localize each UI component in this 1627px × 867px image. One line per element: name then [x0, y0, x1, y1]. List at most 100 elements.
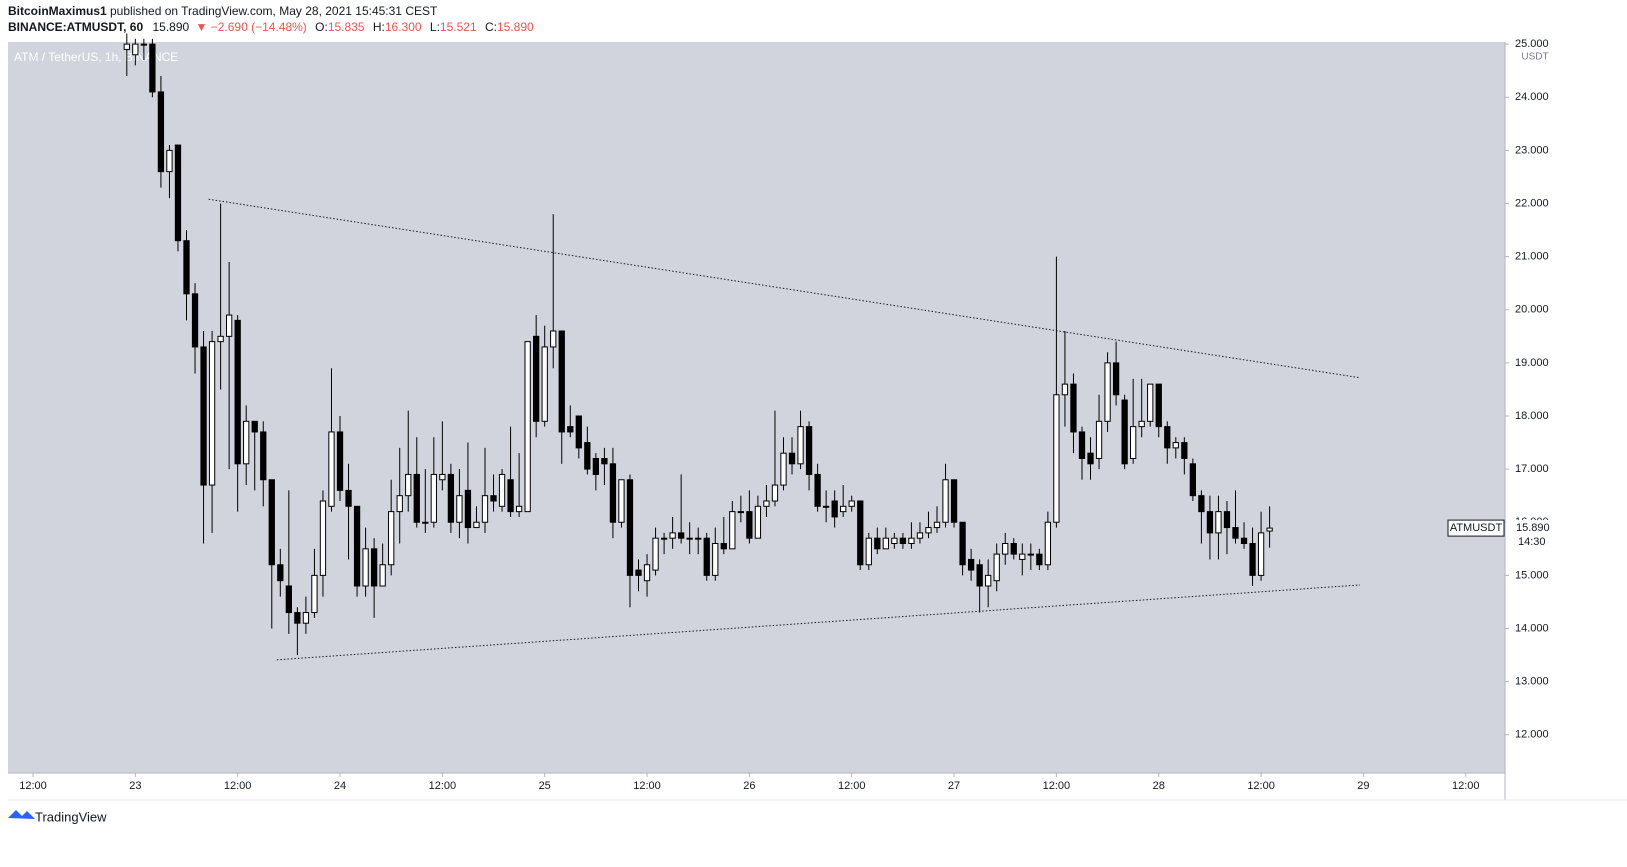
candle-body — [575, 415, 582, 449]
candle-body — [712, 543, 719, 576]
candle-body — [1070, 383, 1077, 433]
logo — [8, 810, 35, 819]
candle-body — [379, 564, 386, 587]
x-tick-label: 28 — [1153, 780, 1165, 792]
candle-body — [814, 473, 821, 507]
candle-body — [660, 537, 668, 540]
candle-body — [550, 330, 557, 348]
candle-body — [1215, 511, 1222, 534]
candle-body — [1010, 543, 1017, 555]
candle-body — [174, 144, 182, 242]
candle-body — [746, 511, 753, 539]
candle-body — [1121, 399, 1128, 465]
candle-body — [967, 558, 975, 571]
countdown: 14:30 — [1518, 536, 1546, 548]
candle-body — [993, 553, 1000, 582]
candle-body — [123, 43, 130, 50]
last-price-name-box — [1447, 519, 1505, 537]
candle-body — [183, 240, 190, 295]
candle-body — [353, 505, 361, 587]
candle-body — [1198, 495, 1205, 513]
candle-body — [788, 452, 796, 465]
y-tick-label: 13.000 — [1515, 676, 1549, 688]
candle-body — [345, 489, 352, 507]
candle-body — [609, 463, 617, 523]
last-price-name: ATMUSDT — [1450, 522, 1503, 534]
candle-body — [882, 537, 889, 550]
candle-body — [754, 505, 762, 539]
candle-body — [208, 341, 216, 486]
x-tick-label: 12:00 — [19, 780, 47, 792]
x-tick-label: 27 — [948, 780, 960, 792]
candle-body — [388, 511, 395, 566]
candle-body — [959, 521, 966, 566]
candle-body — [763, 500, 770, 507]
y-tick-label: 17.000 — [1515, 463, 1549, 475]
candle-body — [635, 569, 642, 576]
l: 15.521 — [440, 20, 477, 34]
candle-body — [1002, 543, 1009, 555]
candle-body — [848, 500, 855, 507]
candle-body — [1112, 362, 1120, 396]
candle-body — [260, 431, 267, 481]
x-tick-label: 12:00 — [1452, 780, 1480, 792]
candle-body — [831, 500, 838, 518]
candle-body — [490, 495, 497, 502]
candle-body — [1206, 511, 1214, 534]
y-tick-label: 25.000 — [1515, 38, 1549, 50]
y-unit: USDT — [1521, 52, 1548, 63]
trendline — [276, 584, 1361, 661]
brand: TradingView — [35, 809, 107, 824]
candle-body — [1104, 362, 1111, 422]
last-price-label: 15.890 — [1516, 522, 1550, 534]
candle-body — [1232, 527, 1239, 539]
candle-body — [225, 314, 233, 337]
candle-body — [643, 564, 651, 582]
change: ▼ −2.690 (−14.48%) — [196, 20, 307, 34]
candle-body — [976, 564, 983, 587]
candle-body — [1147, 383, 1154, 422]
candle-body — [916, 532, 924, 539]
y-tick-label: 19.000 — [1515, 357, 1549, 369]
candle-body — [865, 537, 872, 566]
l-label: L: — [430, 20, 440, 34]
candle-body — [771, 484, 779, 502]
x-tick-label: 12:00 — [224, 780, 252, 792]
y-tick-label: 21.000 — [1515, 251, 1549, 263]
x-tick-label: 12:00 — [1247, 780, 1275, 792]
x-tick-label: 25 — [539, 780, 551, 792]
candle-body — [319, 500, 327, 576]
candle-body — [1095, 420, 1103, 459]
y-tick-label: 22.000 — [1515, 197, 1549, 209]
candle-body — [703, 537, 710, 576]
candle-body — [1266, 527, 1273, 532]
candle-body — [464, 489, 472, 529]
candle-body — [1053, 394, 1060, 523]
candle-body — [950, 479, 958, 523]
candle-body — [1138, 420, 1145, 428]
candle-body — [1078, 431, 1086, 459]
y-tick-label: 12.000 — [1515, 729, 1549, 741]
candle-body — [558, 330, 565, 433]
candle-body — [840, 505, 847, 513]
candle-body — [132, 43, 139, 56]
x-tick-label: 23 — [129, 780, 141, 792]
candle-body — [822, 505, 830, 508]
candle-body — [729, 511, 736, 550]
candle-body — [737, 511, 744, 514]
candle-body — [285, 585, 292, 614]
candle-body — [720, 543, 727, 550]
candle-body — [370, 548, 378, 587]
candle-body — [908, 537, 915, 544]
candle-body — [200, 346, 207, 486]
o-label: O: — [315, 20, 328, 34]
candle-body — [686, 537, 693, 540]
candle-body — [942, 479, 949, 523]
symbol: BINANCE:ATMUSDT, 60 — [8, 20, 143, 34]
candle-body — [251, 420, 258, 433]
candle-body — [1172, 442, 1179, 449]
candle-body — [925, 527, 932, 534]
candle-body — [567, 426, 574, 433]
candle-body — [592, 458, 600, 475]
